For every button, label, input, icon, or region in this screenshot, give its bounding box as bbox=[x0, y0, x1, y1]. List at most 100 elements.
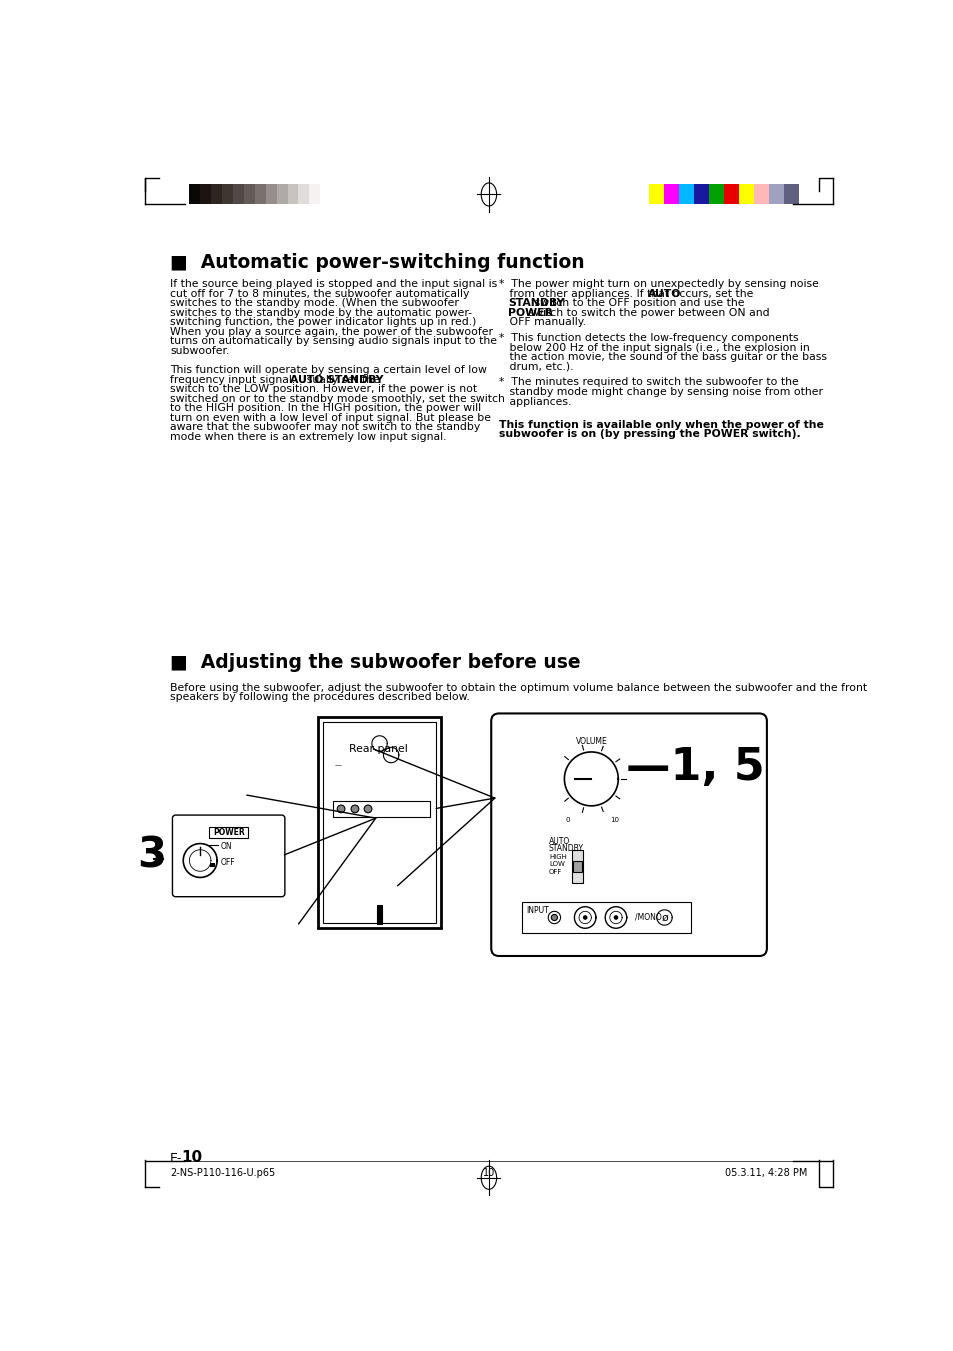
Text: 2-NS-P110-116-U.p65: 2-NS-P110-116-U.p65 bbox=[170, 1167, 275, 1178]
Text: frequency input signal. Usually set the: frequency input signal. Usually set the bbox=[170, 374, 383, 385]
Bar bbox=[376, 905, 381, 924]
Text: subwoofer.: subwoofer. bbox=[170, 346, 230, 357]
Circle shape bbox=[364, 805, 372, 813]
Bar bbox=[708, 184, 723, 204]
Bar bbox=[309, 184, 320, 204]
Text: from other appliances. If that occurs, set the: from other appliances. If that occurs, s… bbox=[498, 289, 756, 299]
Bar bbox=[233, 184, 244, 204]
Text: switches to the standby mode. (When the subwoofer: switches to the standby mode. (When the … bbox=[170, 299, 458, 308]
Text: INPUT: INPUT bbox=[525, 907, 548, 915]
Bar bbox=[663, 184, 679, 204]
Text: aware that the subwoofer may not switch to the standby: aware that the subwoofer may not switch … bbox=[170, 423, 480, 432]
Text: subwoofer is on (by pressing the POWER switch).: subwoofer is on (by pressing the POWER s… bbox=[498, 430, 800, 439]
Circle shape bbox=[351, 805, 358, 813]
Bar bbox=[739, 184, 754, 204]
Text: *  The power might turn on unexpectedly by sensing noise: * The power might turn on unexpectedly b… bbox=[498, 280, 818, 289]
FancyBboxPatch shape bbox=[491, 713, 766, 957]
Text: If the source being played is stopped and the input signal is: If the source being played is stopped an… bbox=[170, 280, 497, 289]
Text: drum, etc.).: drum, etc.). bbox=[498, 362, 573, 372]
Bar bbox=[287, 184, 298, 204]
Text: cut off for 7 to 8 minutes, the subwoofer automatically: cut off for 7 to 8 minutes, the subwoofe… bbox=[170, 289, 469, 299]
Bar bbox=[768, 184, 783, 204]
Text: AUTO STANDBY: AUTO STANDBY bbox=[290, 374, 383, 385]
Bar bbox=[521, 902, 691, 934]
Text: *  The minutes required to switch the subwoofer to the: * The minutes required to switch the sub… bbox=[498, 377, 798, 388]
Text: ON: ON bbox=[220, 842, 232, 851]
Text: Rear panel: Rear panel bbox=[349, 744, 407, 754]
Text: switch to the LOW position. However, if the power is not: switch to the LOW position. However, if … bbox=[170, 384, 476, 394]
Text: OFF manually.: OFF manually. bbox=[498, 317, 585, 327]
Bar bbox=[276, 184, 287, 204]
Text: standby mode might change by sensing noise from other: standby mode might change by sensing noi… bbox=[498, 386, 822, 397]
Text: This function will operate by sensing a certain level of low: This function will operate by sensing a … bbox=[170, 365, 487, 376]
Text: to the HIGH position. In the HIGH position, the power will: to the HIGH position. In the HIGH positi… bbox=[170, 404, 480, 413]
Text: STANDBY: STANDBY bbox=[548, 843, 583, 852]
Text: switch to switch the power between ON and: switch to switch the power between ON an… bbox=[524, 308, 768, 317]
Bar bbox=[694, 184, 708, 204]
Text: OFF: OFF bbox=[220, 858, 234, 867]
Text: —: — bbox=[335, 763, 341, 769]
Text: speakers by following the procedures described below.: speakers by following the procedures des… bbox=[170, 692, 470, 703]
Bar bbox=[298, 184, 309, 204]
Bar bbox=[266, 184, 276, 204]
Text: mode when there is an extremely low input signal.: mode when there is an extremely low inpu… bbox=[170, 432, 446, 442]
Text: ■  Adjusting the subwoofer before use: ■ Adjusting the subwoofer before use bbox=[170, 654, 580, 673]
Circle shape bbox=[613, 915, 618, 920]
Bar bbox=[210, 863, 214, 867]
Bar bbox=[572, 862, 581, 871]
Text: 3: 3 bbox=[137, 835, 166, 877]
Text: When you play a source again, the power of the subwoofer: When you play a source again, the power … bbox=[170, 327, 493, 336]
Text: turns on automatically by sensing audio signals input to the: turns on automatically by sensing audio … bbox=[170, 336, 497, 346]
Text: HIGH: HIGH bbox=[548, 854, 566, 859]
Bar bbox=[723, 184, 739, 204]
FancyBboxPatch shape bbox=[323, 721, 436, 923]
Text: OFF: OFF bbox=[548, 869, 561, 875]
Text: LOW: LOW bbox=[548, 862, 564, 867]
Text: POWER: POWER bbox=[507, 308, 552, 317]
Bar bbox=[222, 184, 233, 204]
Bar bbox=[244, 184, 254, 204]
Text: VOLUME: VOLUME bbox=[576, 736, 607, 746]
FancyBboxPatch shape bbox=[333, 801, 429, 816]
Text: the action movie, the sound of the bass guitar or the bass: the action movie, the sound of the bass … bbox=[498, 353, 826, 362]
Text: AUTO: AUTO bbox=[648, 289, 681, 299]
Bar bbox=[754, 184, 768, 204]
Text: ■  Automatic power-switching function: ■ Automatic power-switching function bbox=[170, 253, 584, 272]
Bar bbox=[783, 184, 799, 204]
Text: STANDBY: STANDBY bbox=[507, 299, 563, 308]
Bar bbox=[200, 184, 211, 204]
Text: Before using the subwoofer, adjust the subwoofer to obtain the optimum volume ba: Before using the subwoofer, adjust the s… bbox=[170, 682, 866, 693]
Text: below 200 Hz of the input signals (i.e., the explosion in: below 200 Hz of the input signals (i.e.,… bbox=[498, 343, 809, 353]
Text: *  This function detects the low-frequency components: * This function detects the low-frequenc… bbox=[498, 334, 798, 343]
Text: appliances.: appliances. bbox=[498, 396, 571, 407]
Text: E-: E- bbox=[170, 1151, 182, 1165]
Text: 10: 10 bbox=[181, 1150, 202, 1165]
Text: switch to the OFF position and use the: switch to the OFF position and use the bbox=[531, 299, 744, 308]
Bar bbox=[210, 827, 248, 838]
Text: 10: 10 bbox=[482, 1167, 495, 1178]
Bar bbox=[648, 184, 663, 204]
Text: AUTO: AUTO bbox=[548, 836, 570, 846]
Text: POWER: POWER bbox=[213, 828, 244, 838]
Text: switched on or to the standby mode smoothly, set the switch: switched on or to the standby mode smoot… bbox=[170, 393, 504, 404]
Text: —1, 5: —1, 5 bbox=[625, 746, 764, 789]
Text: switching function, the power indicator lights up in red.): switching function, the power indicator … bbox=[170, 317, 476, 327]
FancyBboxPatch shape bbox=[317, 716, 440, 928]
FancyBboxPatch shape bbox=[172, 815, 285, 897]
Circle shape bbox=[551, 915, 557, 920]
Text: ø: ø bbox=[660, 912, 667, 923]
Bar bbox=[572, 851, 582, 882]
Text: switches to the standby mode by the automatic power-: switches to the standby mode by the auto… bbox=[170, 308, 472, 317]
Bar bbox=[679, 184, 694, 204]
Text: 05.3.11, 4:28 PM: 05.3.11, 4:28 PM bbox=[724, 1167, 807, 1178]
Text: 0: 0 bbox=[565, 816, 570, 823]
Bar bbox=[211, 184, 222, 204]
Text: 10: 10 bbox=[609, 816, 618, 823]
Text: /MONO: /MONO bbox=[635, 913, 661, 921]
Bar bbox=[190, 184, 200, 204]
Text: This function is available only when the power of the: This function is available only when the… bbox=[498, 420, 823, 430]
Text: turn on even with a low level of input signal. But please be: turn on even with a low level of input s… bbox=[170, 413, 491, 423]
Circle shape bbox=[582, 915, 587, 920]
Bar bbox=[254, 184, 266, 204]
Circle shape bbox=[336, 805, 345, 813]
